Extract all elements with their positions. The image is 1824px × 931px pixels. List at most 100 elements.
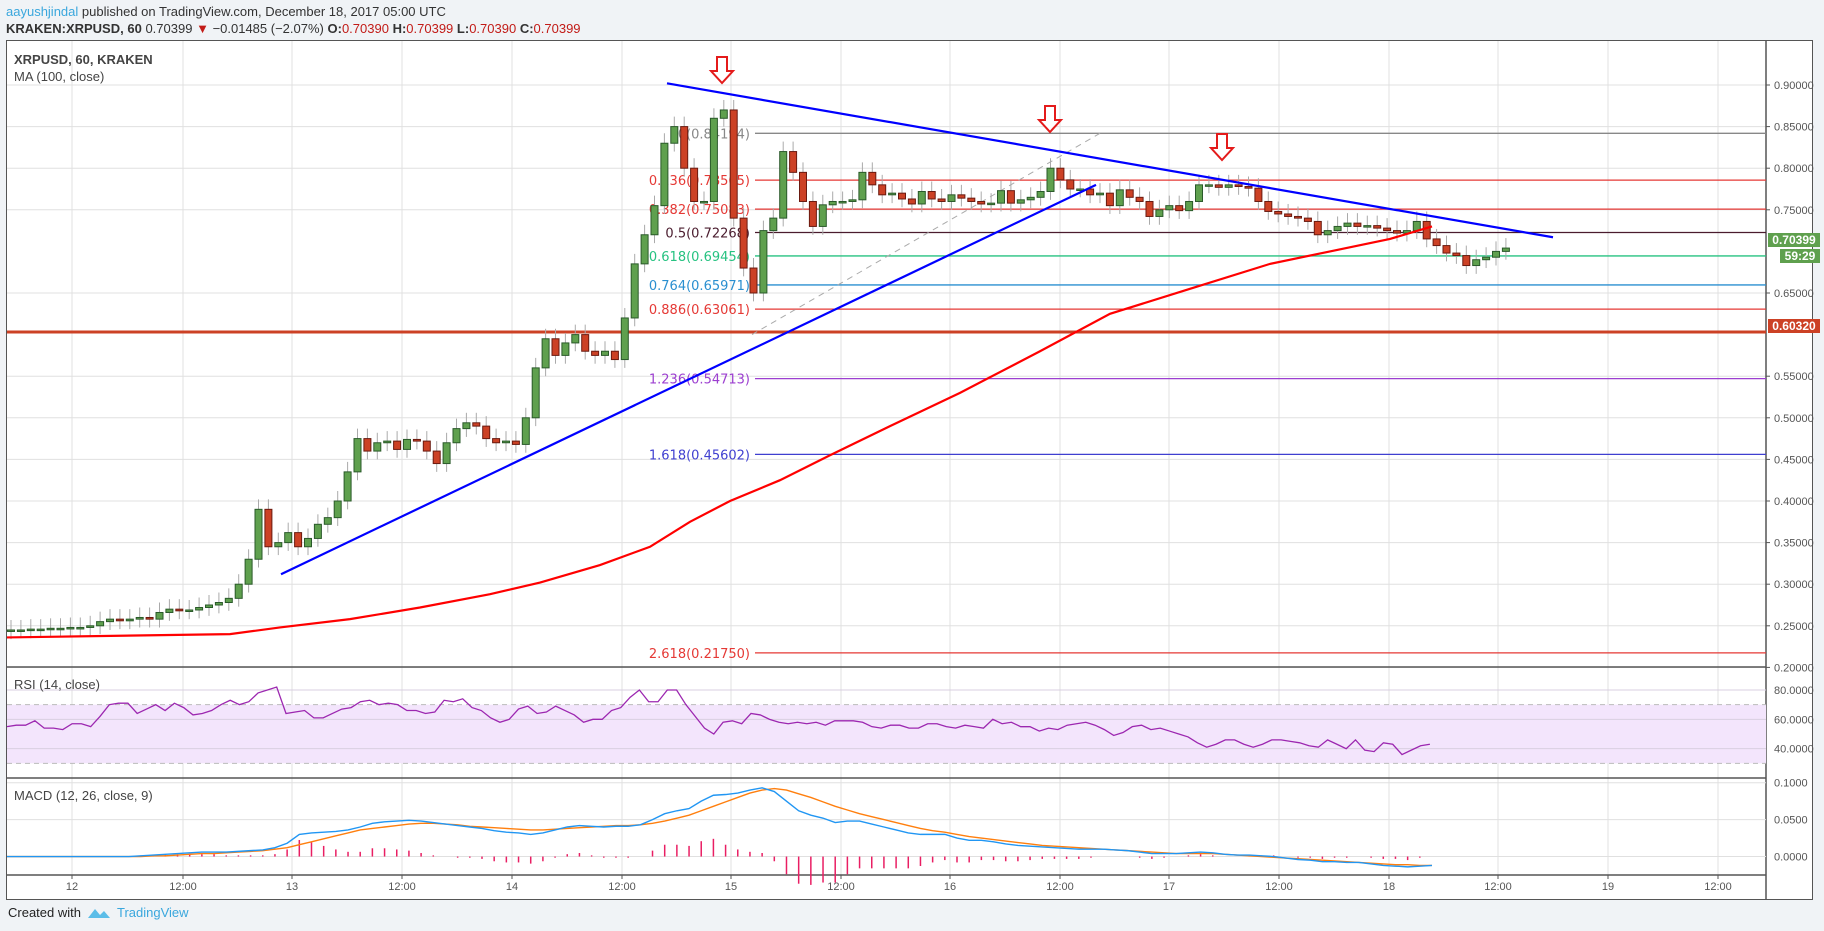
price-tick-label: 0.75000 bbox=[1774, 205, 1814, 217]
time-tick-label: 17 bbox=[1163, 881, 1175, 893]
time-tick-label: 19 bbox=[1602, 881, 1614, 893]
time-tick-label: 12:00 bbox=[1484, 881, 1512, 893]
bull-candle bbox=[917, 190, 926, 205]
bear-candle bbox=[967, 197, 976, 202]
bull-candle bbox=[343, 471, 352, 502]
support-price-tag: 0.60320 bbox=[1768, 319, 1820, 333]
bear-candle bbox=[1214, 184, 1223, 188]
bear-candle bbox=[472, 422, 481, 427]
bear-candle bbox=[1422, 220, 1431, 240]
bullish-trendline bbox=[280, 183, 1097, 576]
bull-candle bbox=[1036, 190, 1045, 198]
time-tick-label: 16 bbox=[944, 881, 956, 893]
bear-candle bbox=[937, 198, 946, 202]
rsi-tick-label: 60.0000 bbox=[1774, 714, 1814, 726]
down-arrow-icon bbox=[1036, 105, 1064, 134]
bull-candle bbox=[838, 200, 847, 204]
bull-candle bbox=[660, 142, 669, 207]
bear-candle bbox=[145, 616, 154, 620]
bull-candle bbox=[858, 171, 867, 201]
bull-candle bbox=[403, 438, 411, 450]
bull-candle bbox=[155, 611, 164, 620]
bear-candle bbox=[363, 438, 372, 452]
bull-candle bbox=[1016, 199, 1025, 204]
price-change: −0.01485 (−2.07%) bbox=[212, 21, 324, 36]
bear-candle bbox=[591, 350, 600, 356]
bull-candle bbox=[769, 217, 778, 232]
macd-tick-label: 0.1000 bbox=[1774, 778, 1808, 790]
bull-candle bbox=[165, 608, 174, 613]
bear-candle bbox=[1125, 189, 1134, 198]
bull-candle bbox=[650, 205, 659, 236]
bull-candle bbox=[96, 621, 105, 627]
bear-candle bbox=[412, 438, 421, 442]
bull-candle bbox=[630, 263, 639, 319]
bull-candle bbox=[1363, 225, 1372, 228]
tradingview-logo-icon bbox=[87, 908, 110, 918]
bull-candle bbox=[46, 627, 55, 631]
bull-candle bbox=[1333, 225, 1342, 232]
fib-level-label: 1.236(0.54713) bbox=[649, 373, 750, 388]
bull-candle bbox=[997, 190, 1005, 204]
bear-candle bbox=[1145, 200, 1154, 217]
bear-candle bbox=[1383, 227, 1392, 232]
bull-candle bbox=[1155, 209, 1164, 217]
bull-candle bbox=[1195, 184, 1203, 202]
tradingview-link[interactable]: TradingView bbox=[116, 905, 189, 920]
bear-candle bbox=[1244, 186, 1253, 189]
bear-candle bbox=[422, 440, 431, 452]
bull-candle bbox=[521, 417, 530, 445]
bear-candle bbox=[1432, 238, 1441, 247]
rsi-legend[interactable]: RSI (14, close) bbox=[14, 677, 100, 692]
bull-candle bbox=[185, 609, 194, 612]
bear-candle bbox=[927, 190, 936, 200]
bull-candle bbox=[1185, 200, 1194, 212]
bull-candle bbox=[254, 508, 263, 560]
countdown-tag: 59:29 bbox=[1780, 249, 1820, 263]
rsi-band bbox=[7, 704, 1766, 764]
down-arrow-icon bbox=[708, 56, 736, 85]
bull-candle bbox=[620, 317, 629, 361]
bull-candle bbox=[571, 334, 580, 344]
down-triangle-icon: ▼ bbox=[196, 21, 209, 36]
author-link[interactable]: aayushjindal bbox=[6, 4, 79, 19]
bear-candle bbox=[1284, 213, 1293, 217]
bull-candle bbox=[987, 202, 996, 206]
bear-candle bbox=[551, 338, 560, 356]
bear-candle bbox=[739, 217, 748, 269]
bear-candle bbox=[581, 334, 590, 352]
price-tick-label: 0.55000 bbox=[1774, 371, 1814, 383]
bull-candle bbox=[828, 200, 837, 206]
bear-candle bbox=[492, 438, 501, 444]
symbol-name: KRAKEN:XRPUSD, 60 bbox=[6, 21, 142, 36]
bull-candle bbox=[442, 442, 451, 465]
bull-candle bbox=[323, 517, 332, 525]
bull-candle bbox=[244, 558, 253, 585]
bull-candle bbox=[779, 151, 788, 219]
rsi-tick-label: 80.0000 bbox=[1774, 685, 1814, 697]
bull-candle bbox=[818, 204, 827, 227]
time-tick-label: 12 bbox=[66, 881, 78, 893]
bull-candle bbox=[888, 192, 897, 196]
ma-legend[interactable]: MA (100, close) bbox=[14, 69, 105, 84]
bear-candle bbox=[115, 618, 124, 622]
bear-candle bbox=[1105, 192, 1114, 207]
bull-candle bbox=[1115, 189, 1124, 207]
fib-level-label: 0.382(0.75083) bbox=[649, 203, 750, 218]
bull-candle bbox=[56, 627, 65, 631]
bull-candle bbox=[601, 350, 609, 356]
fib-level-label: 0.618(0.69454) bbox=[649, 250, 750, 265]
macd-line bbox=[7, 787, 1433, 868]
macd-legend[interactable]: MACD (12, 26, close, 9) bbox=[14, 788, 153, 803]
price-tick-label: 0.25000 bbox=[1774, 621, 1814, 633]
bull-candle bbox=[86, 625, 95, 628]
bear-candle bbox=[1294, 215, 1302, 219]
bull-candle bbox=[304, 537, 312, 548]
bull-candle bbox=[670, 126, 679, 144]
bear-candle bbox=[1313, 220, 1322, 236]
bull-candle bbox=[561, 342, 570, 356]
bull-candle bbox=[125, 618, 134, 622]
bear-candle bbox=[1254, 187, 1263, 202]
bull-candle bbox=[462, 422, 471, 430]
